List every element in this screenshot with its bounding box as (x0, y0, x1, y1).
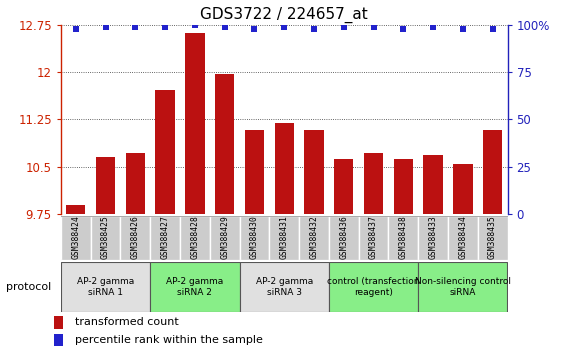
Bar (453, 164, 473, 214)
Text: GSM388432: GSM388432 (310, 215, 318, 259)
Text: protocol: protocol (6, 282, 51, 292)
Text: AP-2 gamma
siRNA 2: AP-2 gamma siRNA 2 (166, 277, 223, 297)
Text: GSM388428: GSM388428 (190, 215, 200, 259)
Text: GSM388438: GSM388438 (399, 215, 408, 259)
Bar (54, 334, 63, 346)
Bar (121, 216, 150, 260)
Bar (215, 74, 234, 214)
Title: GDS3722 / 224657_at: GDS3722 / 224657_at (200, 7, 368, 23)
Bar (299, 216, 329, 260)
Bar (418, 216, 448, 260)
Bar (240, 262, 329, 312)
Text: GSM388435: GSM388435 (488, 215, 497, 259)
Bar (334, 159, 353, 214)
Text: AP-2 gamma
siRNA 1: AP-2 gamma siRNA 1 (77, 277, 134, 297)
Text: GSM388430: GSM388430 (250, 215, 259, 259)
Bar (329, 216, 358, 260)
Text: GSM388426: GSM388426 (131, 215, 140, 259)
Bar (150, 262, 240, 312)
Bar (96, 157, 115, 214)
Bar (418, 262, 508, 312)
Text: AP-2 gamma
siRNA 3: AP-2 gamma siRNA 3 (256, 277, 313, 297)
Bar (478, 216, 508, 260)
Bar (389, 216, 418, 260)
Text: GSM388425: GSM388425 (101, 215, 110, 259)
Bar (150, 216, 180, 260)
Bar (245, 130, 264, 214)
Bar (126, 153, 145, 214)
Bar (274, 122, 294, 214)
Bar (61, 262, 150, 312)
Bar (394, 159, 413, 214)
Bar (66, 205, 85, 214)
Text: GSM388427: GSM388427 (161, 215, 169, 259)
Bar (180, 216, 210, 260)
Bar (423, 155, 443, 214)
Text: GSM388424: GSM388424 (71, 215, 80, 259)
Bar (448, 216, 478, 260)
Bar (54, 316, 63, 329)
Bar (240, 216, 269, 260)
Text: percentile rank within the sample: percentile rank within the sample (75, 335, 263, 345)
Text: GSM388434: GSM388434 (458, 215, 467, 259)
Bar (329, 262, 418, 312)
Bar (210, 216, 240, 260)
Text: GSM388431: GSM388431 (280, 215, 289, 259)
Bar (483, 130, 502, 214)
Text: GSM388433: GSM388433 (429, 215, 437, 259)
Text: transformed count: transformed count (75, 318, 179, 327)
Text: GSM388437: GSM388437 (369, 215, 378, 259)
Bar (61, 216, 90, 260)
Bar (364, 153, 383, 214)
Bar (304, 130, 324, 214)
Bar (155, 90, 175, 214)
Bar (90, 216, 121, 260)
Bar (358, 216, 389, 260)
Text: Non-silencing control
siRNA: Non-silencing control siRNA (415, 277, 511, 297)
Text: GSM388429: GSM388429 (220, 215, 229, 259)
Text: control (transfection
reagent): control (transfection reagent) (327, 277, 420, 297)
Bar (185, 33, 205, 214)
Text: GSM388436: GSM388436 (339, 215, 348, 259)
Bar (269, 216, 299, 260)
